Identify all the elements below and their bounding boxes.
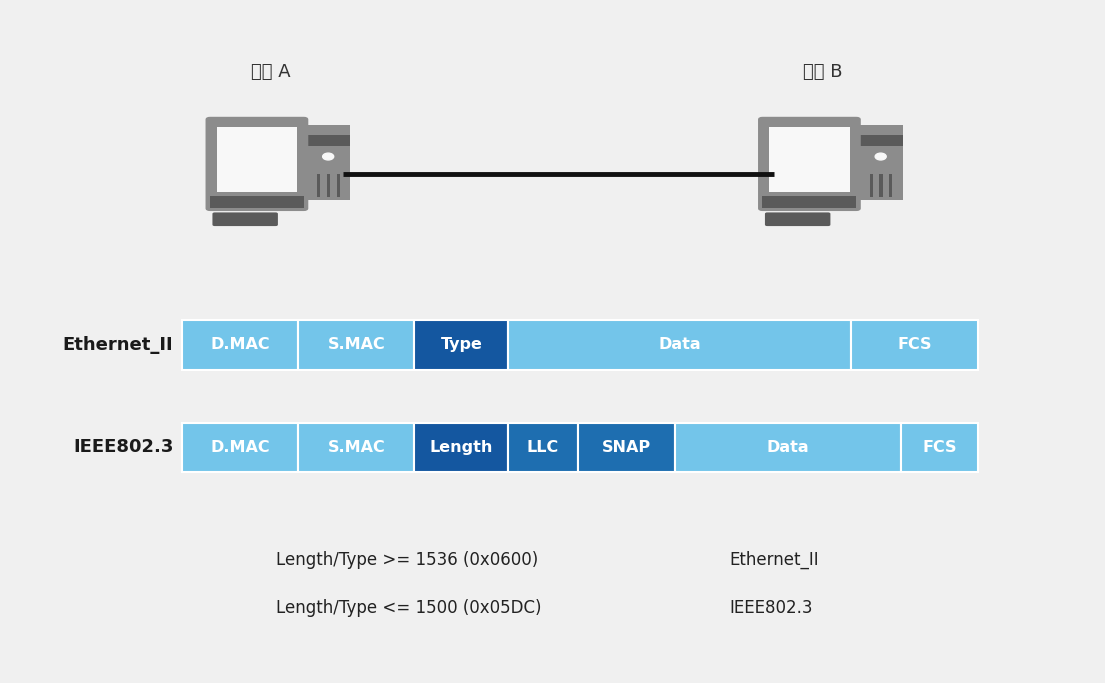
FancyBboxPatch shape (765, 212, 831, 226)
Text: D.MAC: D.MAC (211, 337, 270, 352)
FancyBboxPatch shape (758, 117, 861, 211)
Bar (306, 135, 350, 146)
Bar (578, 423, 675, 472)
Bar (851, 320, 978, 370)
FancyBboxPatch shape (769, 126, 850, 193)
Bar (298, 423, 414, 472)
Bar (210, 196, 304, 208)
Bar (762, 196, 856, 208)
Bar (327, 174, 330, 197)
Text: Data: Data (659, 337, 701, 352)
FancyBboxPatch shape (206, 117, 308, 211)
Circle shape (875, 153, 886, 160)
Bar (182, 423, 298, 472)
Text: LLC: LLC (527, 440, 559, 455)
FancyBboxPatch shape (212, 212, 278, 226)
Bar (870, 174, 873, 197)
Bar (901, 423, 978, 472)
Text: 主朼 A: 主朼 A (251, 63, 291, 81)
Text: Length/Type <= 1500 (0x05DC): Length/Type <= 1500 (0x05DC) (276, 599, 541, 617)
Bar (508, 320, 851, 370)
Bar (859, 135, 903, 146)
Text: SNAP: SNAP (602, 440, 651, 455)
Text: IEEE802.3: IEEE802.3 (729, 599, 813, 617)
Text: Ethernet_II: Ethernet_II (729, 551, 819, 569)
Bar (414, 423, 508, 472)
Text: IEEE802.3: IEEE802.3 (73, 438, 173, 456)
Bar (880, 174, 883, 197)
Text: S.MAC: S.MAC (327, 337, 386, 352)
Text: Length: Length (430, 440, 493, 455)
Text: FCS: FCS (897, 337, 932, 352)
Bar (298, 320, 414, 370)
FancyBboxPatch shape (217, 126, 297, 193)
FancyBboxPatch shape (859, 125, 903, 200)
Bar (182, 320, 298, 370)
Text: FCS: FCS (922, 440, 957, 455)
Circle shape (323, 153, 334, 160)
Bar (675, 423, 901, 472)
Bar (414, 320, 508, 370)
Text: Type: Type (441, 337, 482, 352)
Text: Ethernet_II: Ethernet_II (63, 336, 173, 354)
Text: Length/Type >= 1536 (0x0600): Length/Type >= 1536 (0x0600) (276, 551, 538, 569)
Text: Data: Data (767, 440, 809, 455)
Bar (317, 174, 320, 197)
Bar (890, 174, 893, 197)
Bar (337, 174, 340, 197)
Text: 主朼 B: 主朼 B (803, 63, 843, 81)
Bar (508, 423, 578, 472)
FancyBboxPatch shape (306, 125, 350, 200)
Text: D.MAC: D.MAC (211, 440, 270, 455)
Text: S.MAC: S.MAC (327, 440, 386, 455)
